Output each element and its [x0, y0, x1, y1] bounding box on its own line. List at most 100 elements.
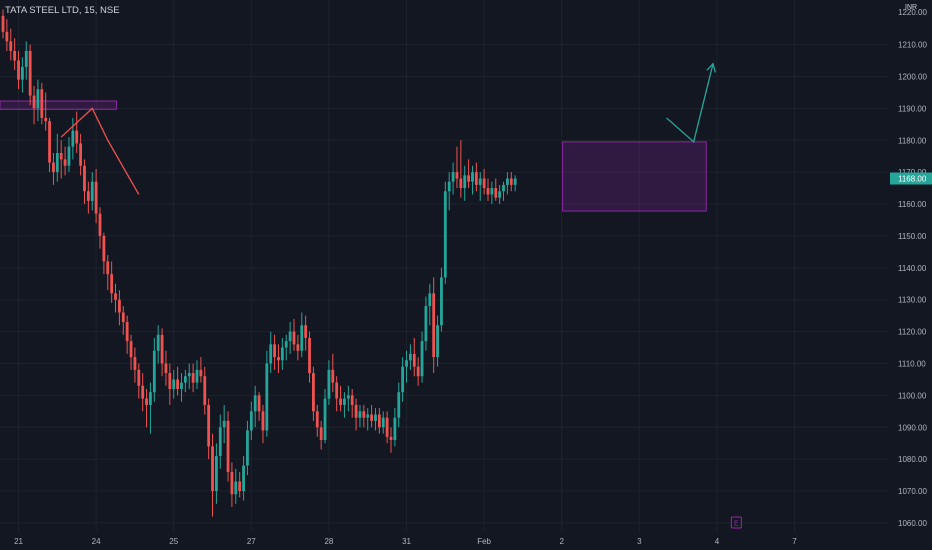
candle-body: [71, 130, 75, 147]
candle-body: [156, 334, 160, 351]
candle: [319, 420, 323, 450]
candle: [125, 315, 129, 354]
candle: [191, 363, 195, 393]
candle-body: [389, 436, 393, 441]
candle: [52, 153, 55, 185]
candle-body: [168, 373, 172, 389]
price-tick-label: 1150.00: [898, 232, 927, 241]
candle-body: [145, 398, 148, 405]
candle: [44, 92, 48, 131]
candle-body: [17, 60, 20, 80]
candle-body: [335, 382, 339, 399]
candle: [141, 373, 145, 412]
last-price-tag: [890, 172, 932, 185]
candle: [416, 357, 420, 386]
candle: [315, 404, 319, 437]
candle: [412, 337, 416, 377]
candle-body: [67, 146, 71, 166]
event-marker-box: [730, 516, 742, 529]
candle-body: [312, 373, 315, 412]
candle: [110, 261, 114, 303]
candle-body: [377, 414, 381, 428]
candle: [428, 283, 432, 326]
candle: [48, 117, 51, 173]
candle: [350, 388, 354, 418]
price-axis[interactable]: 1060.00 1070.00 1080.00 1090.00 1100.00 1110.…: [890, 8, 932, 528]
candle: [509, 172, 513, 192]
candle: [467, 159, 470, 189]
candle-body: [203, 376, 207, 405]
candle: [381, 411, 385, 434]
candle-body: [424, 306, 428, 342]
price-tick-label: 1070.00: [898, 487, 927, 496]
candle-body: [44, 117, 48, 122]
price-tick-label: 1090.00: [898, 423, 927, 432]
candle-body: [106, 261, 110, 275]
candle-body: [183, 376, 187, 383]
price-tick-label-top: 1220.00: [898, 8, 927, 17]
candle-body: [83, 165, 86, 192]
candle-body: [358, 411, 362, 418]
candle-body: [172, 379, 176, 389]
candle-body: [249, 411, 253, 431]
candle-body: [261, 411, 265, 431]
event-marker-label: E: [734, 521, 739, 528]
drawings[interactable]: E: [60, 62, 742, 529]
candle-body: [191, 373, 195, 383]
candle: [393, 408, 397, 447]
candle-body: [412, 353, 416, 367]
symbol-title: TATA STEEL LTD, 15, NSE: [5, 5, 120, 16]
candle: [459, 140, 463, 198]
candle: [94, 168, 98, 224]
candle-body: [110, 274, 114, 294]
price-tick-label: 1200.00: [898, 72, 927, 81]
candle: [343, 392, 346, 418]
candles[interactable]: [1, 9, 517, 517]
price-tick-label: 1120.00: [898, 328, 927, 337]
time-axis[interactable]: 21 24 25 27 28 31 Feb 2 3 4 7: [14, 537, 797, 546]
candle-body: [502, 184, 505, 192]
candle-body: [416, 366, 420, 377]
candle-body: [40, 89, 44, 118]
candle-body: [152, 350, 156, 393]
candle: [102, 232, 106, 275]
price-tick-label: 1160.00: [898, 200, 927, 209]
candle-body: [253, 395, 257, 412]
candle: [222, 404, 226, 444]
currency-badge[interactable]: INR: [905, 4, 918, 11]
candle: [443, 181, 447, 284]
candle: [230, 462, 234, 507]
candle: [463, 165, 467, 201]
price-tick-label: 1110.00: [898, 359, 926, 368]
candle: [17, 50, 20, 90]
candle: [335, 376, 339, 412]
time-tick-label: 21: [14, 537, 23, 546]
candle-body: [296, 344, 300, 351]
time-tick-label: 3: [637, 537, 642, 546]
candle: [133, 347, 137, 383]
candle: [389, 427, 393, 453]
candle: [218, 414, 222, 469]
candle-body: [176, 379, 179, 389]
candle-body: [102, 235, 106, 262]
candle-body: [478, 178, 482, 185]
candle-body: [207, 404, 211, 447]
zones: [0, 100, 707, 212]
price-tick-label: 1140.00: [898, 264, 927, 273]
candle: [28, 44, 32, 106]
candle: [152, 337, 156, 402]
candle-body: [9, 41, 13, 51]
candle-body: [280, 347, 284, 361]
time-tick-label: 25: [169, 537, 178, 546]
candle: [40, 82, 44, 125]
candle: [440, 267, 443, 332]
candle-body: [5, 31, 9, 42]
candle-body: [118, 299, 121, 313]
candle: [436, 315, 439, 367]
time-tick-label: Feb: [477, 537, 491, 546]
candle: [79, 133, 82, 176]
candle: [242, 455, 245, 501]
event-marker[interactable]: E: [730, 516, 742, 529]
candle-body: [498, 191, 502, 198]
